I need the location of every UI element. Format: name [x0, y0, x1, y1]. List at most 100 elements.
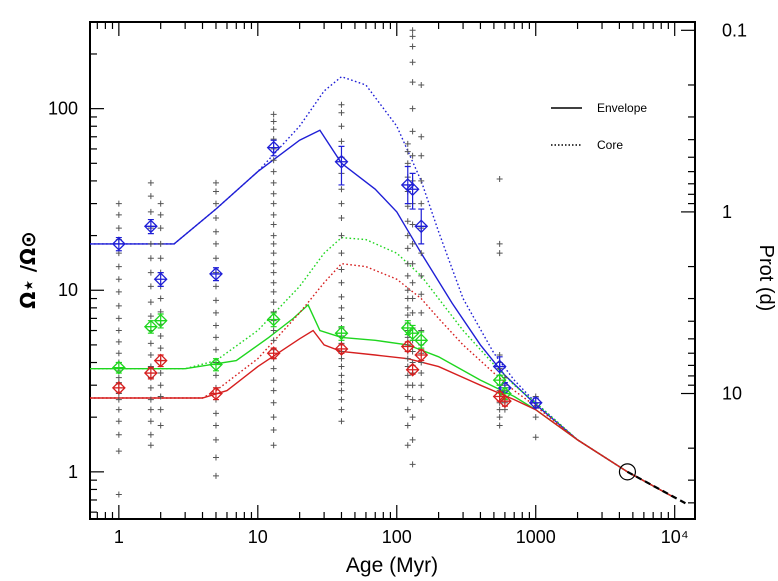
observed-star-point — [212, 422, 219, 429]
observed-star-point — [418, 382, 425, 389]
observed-star-point — [157, 240, 164, 247]
observed-star-point — [409, 382, 416, 389]
model-curve-red-solid — [90, 329, 676, 499]
model-curve-blue-dotted — [90, 75, 676, 499]
percentile-diamond-green — [492, 373, 507, 388]
observed-star-point — [338, 279, 345, 286]
observed-star-point — [404, 245, 411, 252]
x-tick-label: 1000 — [516, 527, 556, 547]
observed-star-point — [270, 221, 277, 228]
observed-star-point — [270, 288, 277, 295]
observed-star-point — [115, 225, 122, 232]
observed-star-point — [270, 179, 277, 186]
percentile-diamond-green — [405, 326, 420, 341]
observed-star-point — [115, 302, 122, 309]
observed-star-point — [418, 309, 425, 316]
observed-star-point — [496, 414, 503, 421]
observed-star-point — [147, 396, 154, 403]
observed-star-point — [115, 211, 122, 218]
percentile-diamond-green — [153, 313, 168, 328]
percentile-diamond-green — [209, 357, 223, 372]
observed-star-point — [409, 79, 416, 86]
observed-star-point — [532, 434, 539, 441]
observed-star-point — [270, 250, 277, 257]
observed-star-point — [147, 299, 154, 306]
observed-star-point — [409, 105, 416, 112]
sun-marker — [618, 463, 637, 481]
observed-star-point — [270, 168, 277, 175]
x-tick-label: 10 — [248, 527, 268, 547]
observed-star-point — [157, 393, 164, 400]
observed-star-point — [496, 240, 503, 247]
observed-star-point — [338, 293, 345, 300]
observed-star-point — [418, 291, 425, 298]
observed-star-point — [212, 179, 219, 186]
observed-star-point — [212, 334, 219, 341]
observed-star-point — [404, 218, 411, 225]
observed-star-point — [147, 283, 154, 290]
percentile-diamond-red — [266, 346, 281, 361]
percentile-diamond-blue — [334, 154, 349, 169]
observed-star-point — [212, 454, 219, 461]
percentile-diamond-blue — [528, 395, 543, 410]
observed-star-point — [115, 431, 122, 438]
y-tick-label: 1 — [68, 462, 78, 482]
observed-star-point — [338, 200, 345, 207]
observed-star-point — [409, 43, 416, 50]
observed-star-point — [404, 232, 411, 239]
observed-star-point — [115, 327, 122, 334]
percentile-diamond-red — [334, 342, 349, 356]
percentile-diamond-blue — [414, 219, 429, 234]
legend: Envelope Core — [551, 101, 647, 152]
observed-star-point — [212, 297, 219, 304]
observed-star-point — [147, 208, 154, 215]
observed-star-point — [404, 312, 411, 319]
observed-star-point — [404, 203, 411, 210]
percentile-diamond-green — [266, 312, 281, 327]
observed-star-point — [338, 315, 345, 322]
observed-star-point — [338, 387, 345, 394]
percentile-diamond-red — [111, 380, 126, 395]
observed-star-point — [338, 363, 345, 370]
legend-core-label: Core — [597, 138, 623, 152]
observed-star-point — [212, 346, 219, 353]
observed-star-point — [212, 255, 219, 262]
observed-star-point — [147, 384, 154, 391]
observed-star-point — [115, 396, 122, 403]
percentile-diamond-red — [143, 366, 158, 380]
observed-star-point — [270, 387, 277, 394]
observed-star-point — [270, 111, 277, 118]
observed-star-point — [404, 160, 411, 167]
observed-star-point — [338, 304, 345, 311]
observed-star-point — [404, 140, 411, 147]
observed-star-point — [409, 240, 416, 247]
observed-star-point — [418, 152, 425, 159]
percentile-markers — [111, 139, 637, 481]
percentile-diamond-green — [334, 326, 349, 341]
observed-star-point — [147, 431, 154, 438]
percentile-diamond-blue — [111, 236, 126, 251]
observed-star-point — [157, 406, 164, 413]
observed-star-point — [270, 269, 277, 276]
observed-star-point — [409, 33, 416, 40]
y-axis-label: Ω⋆ /Ω⊙ — [16, 231, 40, 309]
error-bar-blue — [338, 145, 345, 186]
observed-star-point — [270, 126, 277, 133]
observed-star-point — [409, 461, 416, 468]
observed-star-point — [338, 266, 345, 273]
model-curves — [90, 75, 687, 505]
observed-star-point — [418, 81, 425, 88]
observed-star-point — [212, 436, 219, 443]
observed-star-point — [418, 396, 425, 403]
observed-star-point — [270, 365, 277, 372]
x-tick-label: 100 — [382, 527, 412, 547]
model-curve-black-dashed — [626, 470, 687, 505]
observed-star-point — [409, 414, 416, 421]
observed-star-point — [409, 396, 416, 403]
observed-star-point — [409, 436, 416, 443]
observed-star-point — [270, 260, 277, 267]
observed-star-point — [409, 221, 416, 228]
observed-star-point — [404, 272, 411, 279]
observed-star-point — [115, 350, 122, 357]
